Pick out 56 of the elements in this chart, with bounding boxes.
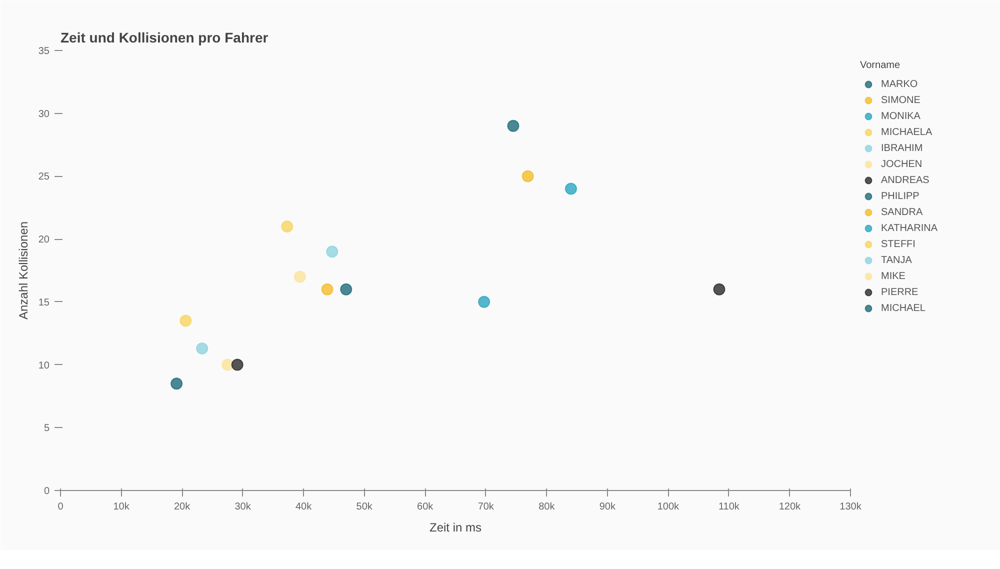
x-tick-label: 70k bbox=[478, 502, 495, 512]
legend-label: SIMONE bbox=[881, 94, 920, 106]
point bbox=[340, 283, 352, 296]
point bbox=[713, 283, 726, 296]
legend-label: MICHAEL bbox=[881, 302, 926, 314]
y-tick-label: 20 bbox=[38, 234, 50, 246]
point bbox=[522, 170, 534, 182]
x-tick-label: 130k bbox=[840, 502, 862, 512]
y-tick-label: 25 bbox=[38, 172, 50, 183]
legend-label: JOCHEN bbox=[881, 158, 922, 170]
legend-label: PHILIPP bbox=[881, 190, 920, 202]
legend-label: TANJA bbox=[881, 254, 912, 266]
y-tick-label: 30 bbox=[38, 108, 50, 120]
x-tick-label: 100k bbox=[657, 502, 680, 512]
legend-label: IBRAHIM bbox=[881, 142, 923, 154]
point bbox=[294, 270, 306, 283]
point bbox=[231, 358, 244, 371]
point bbox=[196, 342, 208, 354]
legend-label: ANDREAS bbox=[881, 174, 930, 186]
point bbox=[478, 296, 490, 308]
x-tick-label: 120k bbox=[778, 502, 802, 512]
legend-title: Vorname bbox=[860, 60, 902, 71]
point bbox=[507, 120, 520, 132]
y-tick-label: 0 bbox=[44, 486, 50, 497]
point bbox=[564, 182, 577, 195]
x-tick-label: 40k bbox=[296, 502, 313, 512]
legend-label: MICHAELA bbox=[881, 126, 932, 138]
x-tick-label: 110k bbox=[718, 502, 740, 512]
x-tick-label: 90k bbox=[599, 502, 616, 512]
x-tick-label: 50k bbox=[356, 502, 374, 512]
x-tick-label: 60k bbox=[417, 502, 434, 512]
x-tick-label: 80k bbox=[538, 502, 556, 512]
x-tick-label: 10k bbox=[113, 502, 130, 512]
point bbox=[180, 314, 192, 327]
legend-label: MARKO bbox=[881, 78, 918, 90]
legend-label: SANDRA bbox=[881, 206, 923, 218]
point bbox=[281, 220, 294, 232]
y-tick-label: 15 bbox=[38, 297, 50, 308]
y-tick-label: 5 bbox=[44, 423, 50, 434]
point bbox=[321, 283, 334, 296]
y-tick-label: 10 bbox=[38, 360, 50, 372]
y-tick-label: 35 bbox=[38, 46, 50, 57]
legend-label: KATHARINA bbox=[881, 222, 938, 234]
x-tick-label: 0 bbox=[58, 502, 64, 512]
legend-label: MONIKA bbox=[881, 110, 920, 122]
chart-title: Zeit und Kollisionen pro Fahrer bbox=[60, 30, 269, 46]
x-tick-label: 20k bbox=[174, 502, 192, 512]
x-tick-label: 30k bbox=[234, 502, 252, 512]
legend-label: MIKE bbox=[881, 270, 906, 282]
x-axis-title: Zeit in ms bbox=[429, 520, 482, 534]
legend-label: STEFFI bbox=[881, 238, 916, 250]
y-axis-title: Anzahl Kollisionen bbox=[16, 221, 30, 320]
point bbox=[170, 378, 183, 390]
legend-label: PIERRE bbox=[881, 286, 918, 298]
point bbox=[222, 358, 234, 371]
point bbox=[326, 246, 338, 258]
